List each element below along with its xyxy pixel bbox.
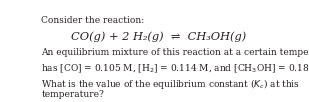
Text: Consider the reaction:: Consider the reaction: <box>41 16 145 25</box>
Text: has [CO] = 0.105 M, [H$_2$] = 0.114 M, and [CH$_3$OH] = 0.185 M.: has [CO] = 0.105 M, [H$_2$] = 0.114 M, a… <box>41 63 309 75</box>
Text: CO(g) + 2 H₂(g)  ⇌  CH₃OH(g): CO(g) + 2 H₂(g) ⇌ CH₃OH(g) <box>71 32 246 42</box>
Text: What is the value of the equilibrium constant ($K_c$) at this: What is the value of the equilibrium con… <box>41 77 300 91</box>
Text: An equilibrium mixture of this reaction at a certain temperature: An equilibrium mixture of this reaction … <box>41 48 309 57</box>
Text: temperature?: temperature? <box>41 90 104 99</box>
